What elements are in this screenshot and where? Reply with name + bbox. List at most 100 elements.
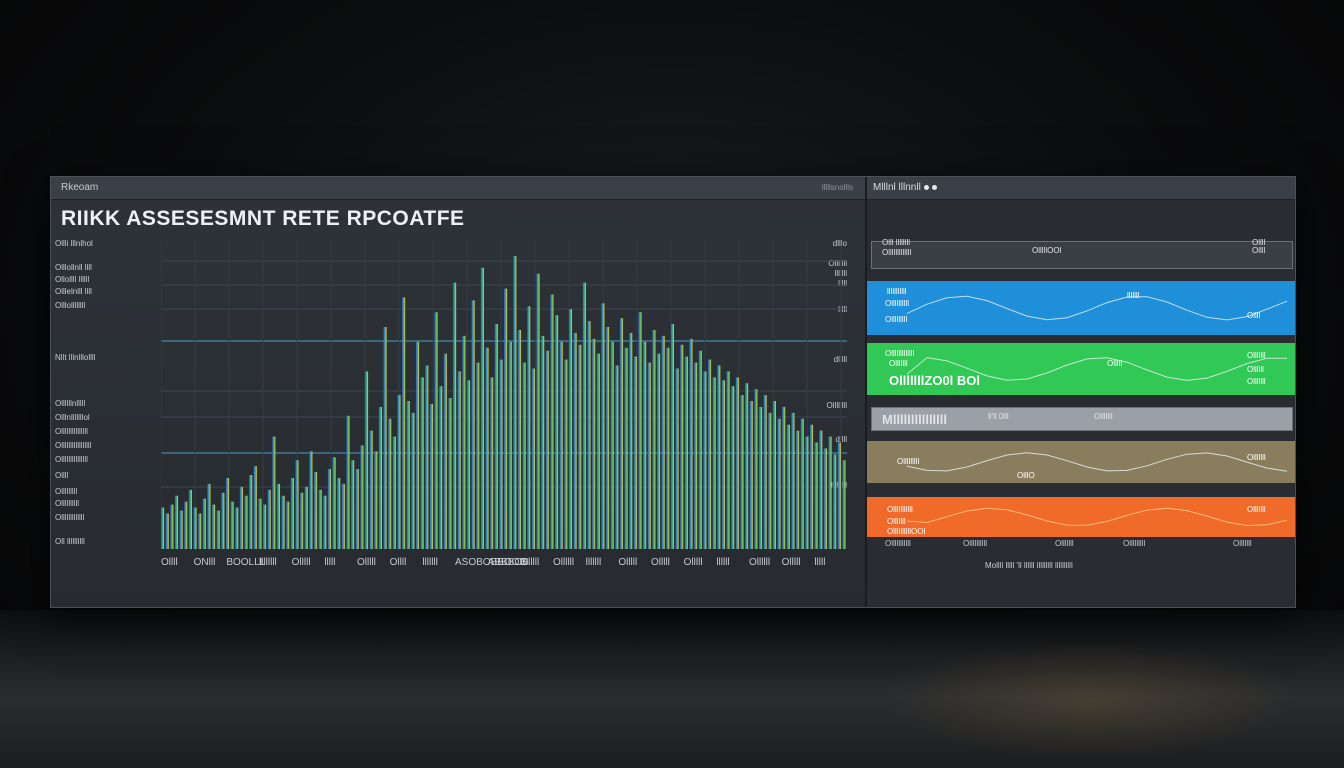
- chart-bar: [457, 371, 461, 549]
- y-axis-label: Olllllllllllllll: [55, 427, 88, 436]
- chart-bar: [378, 406, 382, 549]
- band-label: Olllllll: [889, 359, 908, 368]
- chart-bar: [745, 383, 749, 549]
- chart-bar: [809, 424, 814, 549]
- chart-bar: [244, 495, 248, 549]
- chart-bar: [531, 368, 535, 549]
- chart-bar: [494, 324, 498, 549]
- chart-bar: [601, 303, 605, 549]
- status-dot-icon: [931, 184, 937, 190]
- chart-bar: [582, 282, 586, 549]
- y-axis-label: Olllllllllllll: [55, 513, 85, 522]
- footer-label: Olllllll: [1233, 539, 1252, 548]
- band-label: lllllllllll: [887, 287, 907, 296]
- chart-bar: [754, 389, 758, 549]
- chart-bar: [508, 341, 512, 549]
- chart-bar: [768, 412, 772, 549]
- y-axis-label: Ollll: [55, 471, 69, 480]
- band-label: ll'll 0lll: [988, 412, 1009, 421]
- band-label: Mlllllllllllllll: [882, 412, 948, 427]
- y-axis-label: Olllllllllllllllll: [55, 441, 92, 450]
- chart-bar: [610, 341, 614, 549]
- y-axis-label: Olllnlllllllol: [55, 413, 90, 422]
- chart-bar: [800, 418, 804, 549]
- chart-bar: [638, 312, 642, 549]
- chart-bar: [629, 332, 633, 549]
- footer-label: Olllllllll: [1123, 539, 1146, 548]
- summary-titlebar: Mlllnl lllnnll: [867, 177, 1295, 200]
- band-label: Olllllll: [1247, 453, 1266, 462]
- y-axis-label: Ollllllllll: [55, 499, 79, 508]
- chart-bar: [165, 513, 169, 549]
- summary-caption: Mollll lllll 'll llllll lllllllll llllll…: [985, 561, 1073, 570]
- chart-bar: [327, 469, 331, 549]
- chart-bar: [814, 442, 818, 549]
- chart-bar: [221, 492, 225, 549]
- chart-bar: [425, 365, 429, 549]
- chart-bar: [281, 495, 285, 549]
- chart-bar: [286, 501, 290, 549]
- chart-bar: [462, 335, 466, 549]
- y-axis-right-label: dlllll: [833, 355, 847, 364]
- x-axis-label: Olllll: [291, 557, 311, 568]
- chart-bar: [545, 350, 549, 549]
- summary-band[interactable]: Mlllllllllllllll ll'll 0lll Olllllll: [871, 407, 1293, 431]
- window-menu[interactable]: lllllsnollls: [821, 183, 853, 192]
- chart-bar: [276, 483, 281, 549]
- x-axis-label: Olllll: [683, 557, 703, 568]
- chart-bar: [615, 365, 619, 549]
- chart-bar: [337, 477, 341, 549]
- x-axis-label: Olllll: [357, 557, 376, 568]
- band-label: Olllllllll: [897, 457, 920, 466]
- chart-bar: [605, 327, 610, 549]
- chart-bar: [383, 327, 387, 549]
- chart-bar: [267, 489, 271, 549]
- chart-bar: [587, 321, 591, 549]
- risk-bar-chart: [161, 241, 847, 549]
- chart-bar: [290, 477, 294, 549]
- chart-bar: [796, 430, 800, 549]
- y-axis-label: Ollollll llllll: [55, 275, 90, 284]
- chart-bar: [429, 403, 433, 549]
- summary-band[interactable]: Olllllllllll Olllllll OllllllllllOOl Olllll…: [867, 497, 1295, 537]
- chart-bar: [466, 380, 471, 549]
- band-label: Olllllll: [1094, 412, 1113, 421]
- x-axis-labels: Ollll ONlll BOOLLL llllllll Olllll lllll Ollll…: [161, 557, 847, 571]
- chart-bar: [415, 341, 420, 549]
- chart-bar: [258, 498, 262, 549]
- band-label: OllllllllllOOl: [887, 527, 926, 536]
- chart-bar: [758, 406, 763, 549]
- y-axis-right-label: lllll: [838, 279, 847, 288]
- chart-bar: [216, 510, 220, 549]
- summary-band[interactable]: Olllllllllllll Olllllll OlllllllZO0l BOl Ol…: [867, 343, 1295, 395]
- chart-bar: [411, 412, 415, 549]
- summary-band[interactable]: lllllllllll Ollllllllll Olllllllll lllllll O…: [867, 281, 1295, 335]
- summary-band[interactable]: Olllllllll OlllO Olllllll: [867, 441, 1295, 483]
- chart-bar: [656, 353, 661, 549]
- chart-bar: [726, 371, 730, 549]
- chart-bar: [230, 501, 234, 549]
- chart-bar: [777, 418, 781, 549]
- band-label: Olllllllll: [885, 315, 908, 324]
- band-label: Olll llllllll: [882, 238, 910, 247]
- chart-bar: [480, 267, 484, 549]
- chart-bar: [633, 356, 637, 549]
- chart-bar: [786, 424, 790, 549]
- summary-band[interactable]: Olllllllllllll Olll llllllll OlllllOOl Olll…: [871, 238, 1293, 269]
- band-label: Olllllllllll: [887, 505, 913, 514]
- chart-bar: [791, 412, 795, 549]
- chart-bar: [351, 460, 355, 549]
- chart-bar: [406, 401, 410, 549]
- band-label: OlllllOOl: [1032, 246, 1062, 255]
- window-titlebar: Rkeoam lllllsnollls: [51, 177, 865, 200]
- y-axis-label: Olllllllll: [55, 487, 78, 496]
- chart-bar: [253, 466, 257, 549]
- chart-bar: [578, 344, 582, 549]
- chart-bar: [694, 362, 698, 549]
- chart-bar: [174, 495, 179, 549]
- y-axis-label: Olllllllllllllll: [55, 455, 88, 464]
- band-sparkline: [906, 295, 1288, 321]
- chart-bar: [262, 504, 267, 549]
- chart-bar: [666, 347, 670, 549]
- page-title: RIIKK ASSESESMNT RETE RPCOATFE: [61, 207, 465, 230]
